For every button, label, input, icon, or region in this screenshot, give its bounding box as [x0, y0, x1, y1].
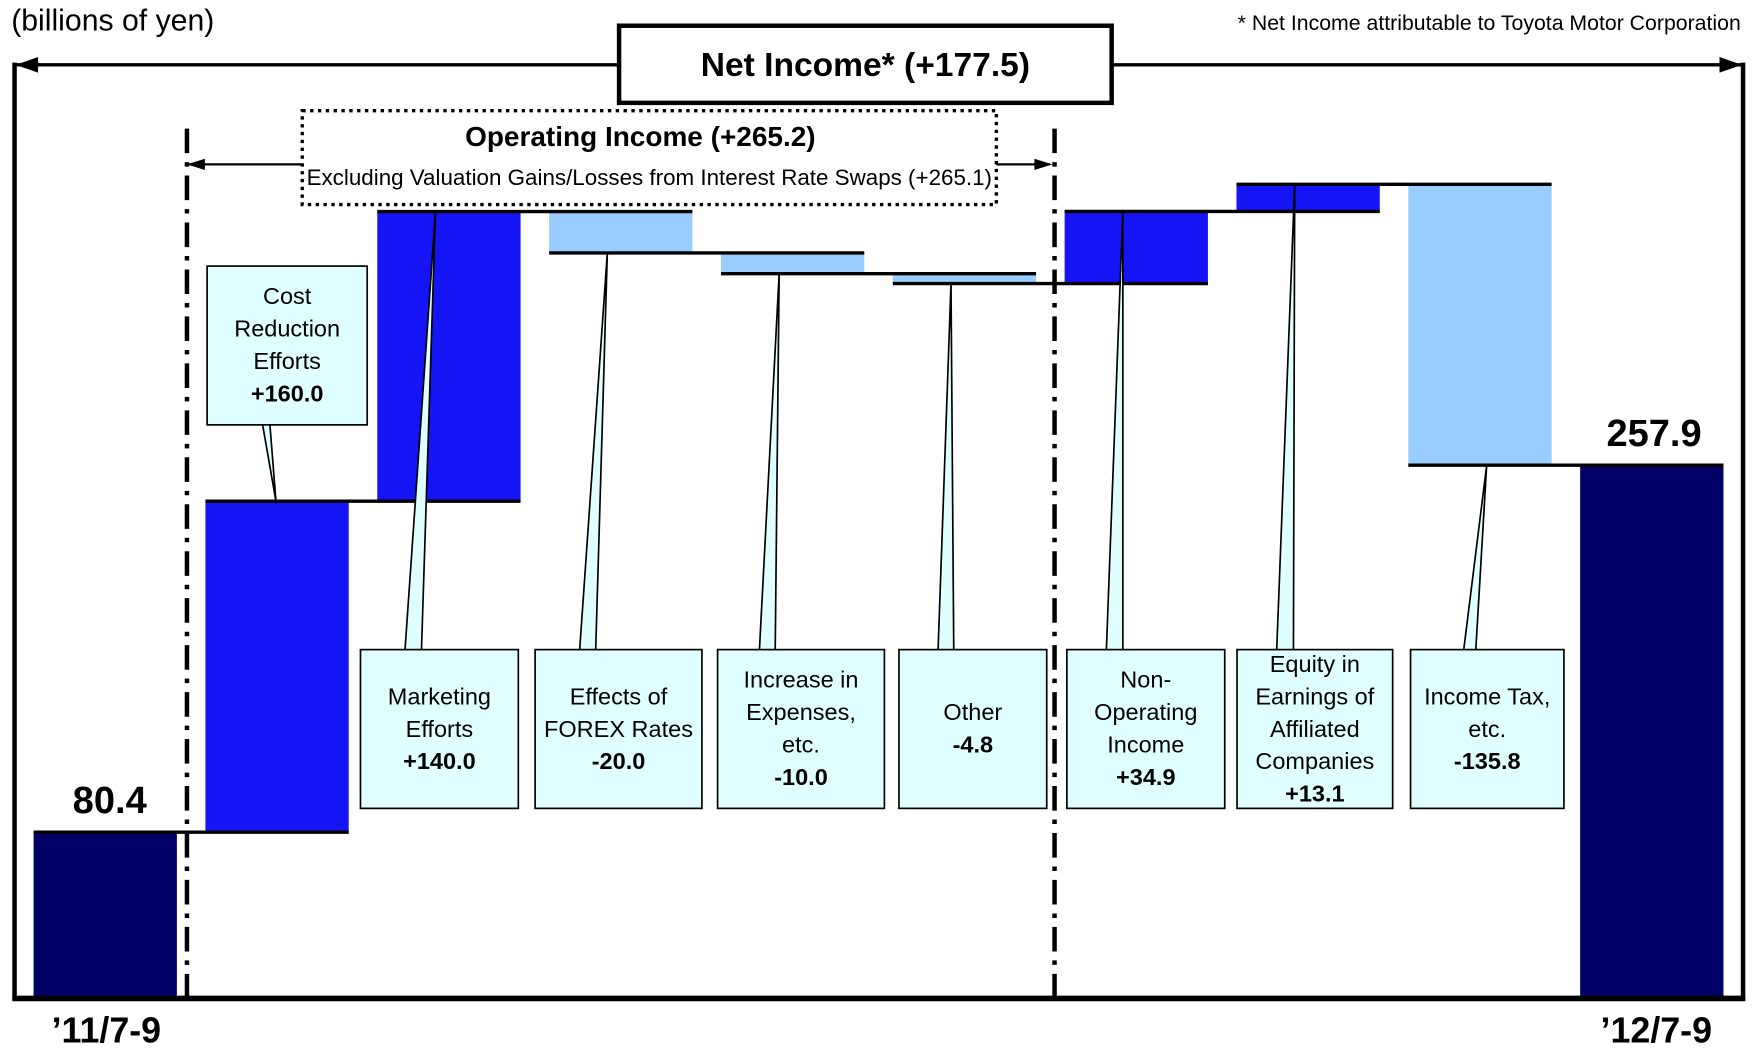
- bars: [33, 182, 1724, 999]
- callout-text: Cost Reduction Efforts +160.0: [207, 266, 367, 425]
- category-label: Marketing Efforts: [387, 683, 492, 742]
- callout-content: Other -4.8: [899, 650, 1047, 809]
- callout-content: Income Tax, etc. -135.8: [1411, 650, 1564, 809]
- bar: [549, 211, 693, 253]
- bar: [1064, 211, 1208, 284]
- callout-content: Equity in Earnings of Affiliated Compani…: [1237, 650, 1393, 809]
- arrow-head: [1719, 57, 1742, 73]
- bar: [1580, 464, 1724, 999]
- bar: [33, 832, 177, 999]
- total-label: 257.9: [1606, 413, 1701, 455]
- callout-text: Other -4.8: [899, 650, 1047, 809]
- callout-text: Non-Operating Income +34.9: [1067, 650, 1225, 809]
- category-label: Non-Operating Income: [1094, 667, 1198, 759]
- callout-content: Increase in Expenses, etc. -10.0: [718, 650, 885, 809]
- value-label: +160.0: [250, 381, 324, 407]
- category-label: Effects of FOREX Rates: [544, 683, 693, 742]
- value-label: -4.8: [952, 732, 994, 759]
- operating-income-label: Operating Income (+265.2): [465, 121, 816, 152]
- callout-text: Income Tax, etc. -135.8: [1411, 650, 1564, 809]
- arrow-head: [1034, 158, 1053, 170]
- bar: [205, 501, 349, 833]
- bar: [377, 211, 521, 502]
- value-label: +140.0: [403, 748, 476, 775]
- category-label: Income Tax, etc.: [1424, 683, 1551, 742]
- callout-box: [1066, 648, 1226, 810]
- callout-box: [1409, 648, 1565, 810]
- callout-text: Increase in Expenses, etc. -10.0: [718, 650, 885, 809]
- value-label: -135.8: [1453, 748, 1521, 775]
- category-label: Cost Reduction Efforts: [234, 283, 341, 375]
- arrow-head: [15, 57, 39, 73]
- callout-content: Effects of FOREX Rates -20.0: [535, 650, 702, 809]
- value-label: +13.1: [1285, 780, 1345, 807]
- x-tick-label: ’12/7-9: [1601, 1011, 1713, 1051]
- bar: [1408, 184, 1552, 466]
- callout-box: [534, 648, 703, 810]
- callout-box: [1236, 648, 1394, 810]
- callout-box: [359, 648, 520, 810]
- total-label: 80.4: [73, 780, 147, 822]
- category-label: Other: [943, 699, 1003, 726]
- x-tick-label: ’11/7-9: [52, 1011, 162, 1051]
- category-label: Equity in Earnings of Affiliated Compani…: [1255, 651, 1375, 775]
- callout-box: [898, 648, 1048, 810]
- net-income-box: [616, 23, 1114, 106]
- callout-text: Marketing Efforts +140.0: [360, 650, 518, 809]
- category-label: Increase in Expenses, etc.: [743, 667, 859, 759]
- callout-text: Effects of FOREX Rates -20.0: [535, 650, 702, 809]
- bar: [892, 273, 1037, 284]
- callout-content: Non-Operating Income +34.9: [1067, 650, 1225, 809]
- bar: [1236, 184, 1380, 212]
- value-label: -10.0: [774, 764, 828, 791]
- footnote: * Net Income attributable to Toyota Moto…: [1238, 11, 1741, 35]
- callout-box: [206, 265, 369, 426]
- arrow-head: [186, 158, 205, 170]
- net-income-label: Net Income* (+177.5): [701, 47, 1030, 84]
- value-label: -20.0: [591, 748, 646, 775]
- callout-content: Marketing Efforts +140.0: [360, 650, 518, 809]
- unit-label: (billions of yen): [11, 4, 214, 37]
- bar: [720, 252, 865, 274]
- callout-box: [716, 648, 886, 810]
- value-label: +34.9: [1116, 764, 1176, 791]
- callout-text: Equity in Earnings of Affiliated Compani…: [1237, 650, 1393, 809]
- callout-content: Cost Reduction Efforts +160.0: [207, 266, 367, 425]
- operating-income-box: [300, 109, 999, 207]
- operating-income-sub: Excluding Valuation Gains/Losses from In…: [307, 165, 992, 190]
